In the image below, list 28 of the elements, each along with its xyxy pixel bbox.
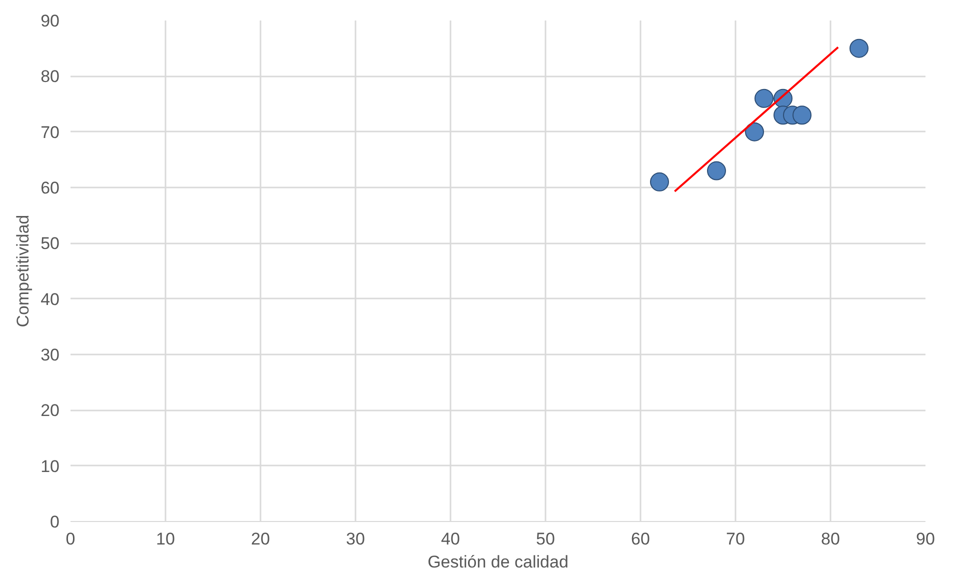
x-tick-label: 30 (346, 530, 365, 548)
x-axis-title: Gestión de calidad (428, 552, 568, 572)
y-tick-label: 20 (40, 401, 60, 420)
point (792, 106, 812, 125)
x-tick-label: 20 (251, 530, 270, 548)
x-tick-label: 10 (156, 530, 175, 548)
y-tick-label: 10 (40, 456, 60, 476)
x-tick-label: 70 (726, 530, 745, 548)
point (707, 161, 726, 180)
point (650, 172, 669, 192)
point (754, 88, 774, 108)
x-tick-label: 0 (66, 530, 76, 548)
x-tick-label: 40 (441, 530, 460, 548)
point (745, 122, 764, 142)
y-tick-label: 30 (40, 346, 60, 364)
y-tick-label: 70 (40, 122, 60, 142)
y-tick-label: 90 (40, 12, 60, 30)
y-tick-label: 60 (40, 178, 60, 198)
x-tick-label: 80 (821, 530, 840, 548)
y-tick-label: 80 (40, 67, 60, 86)
x-tick-label: 50 (536, 530, 555, 548)
x-tick-label: 60 (631, 530, 650, 548)
y-axis-title: Competitividad (14, 214, 33, 328)
x-tick-label: 90 (916, 530, 935, 548)
y-tick-label: 0 (50, 512, 60, 532)
y-tick-label: 40 (40, 290, 60, 309)
point (850, 38, 868, 58)
y-tick-label: 50 (40, 234, 60, 254)
